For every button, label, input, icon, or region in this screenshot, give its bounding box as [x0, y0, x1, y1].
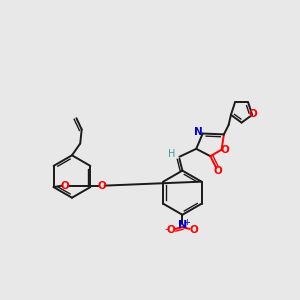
Text: O: O — [221, 145, 230, 155]
Text: -: - — [164, 224, 169, 234]
Text: O: O — [189, 225, 198, 236]
Text: +: + — [183, 218, 190, 227]
Text: O: O — [97, 181, 106, 190]
Text: O: O — [167, 225, 176, 236]
Text: O: O — [213, 166, 222, 176]
Text: N: N — [178, 220, 187, 230]
Text: O: O — [60, 181, 69, 190]
Text: O: O — [248, 109, 257, 119]
Text: H: H — [168, 149, 175, 159]
Text: N: N — [194, 127, 203, 137]
